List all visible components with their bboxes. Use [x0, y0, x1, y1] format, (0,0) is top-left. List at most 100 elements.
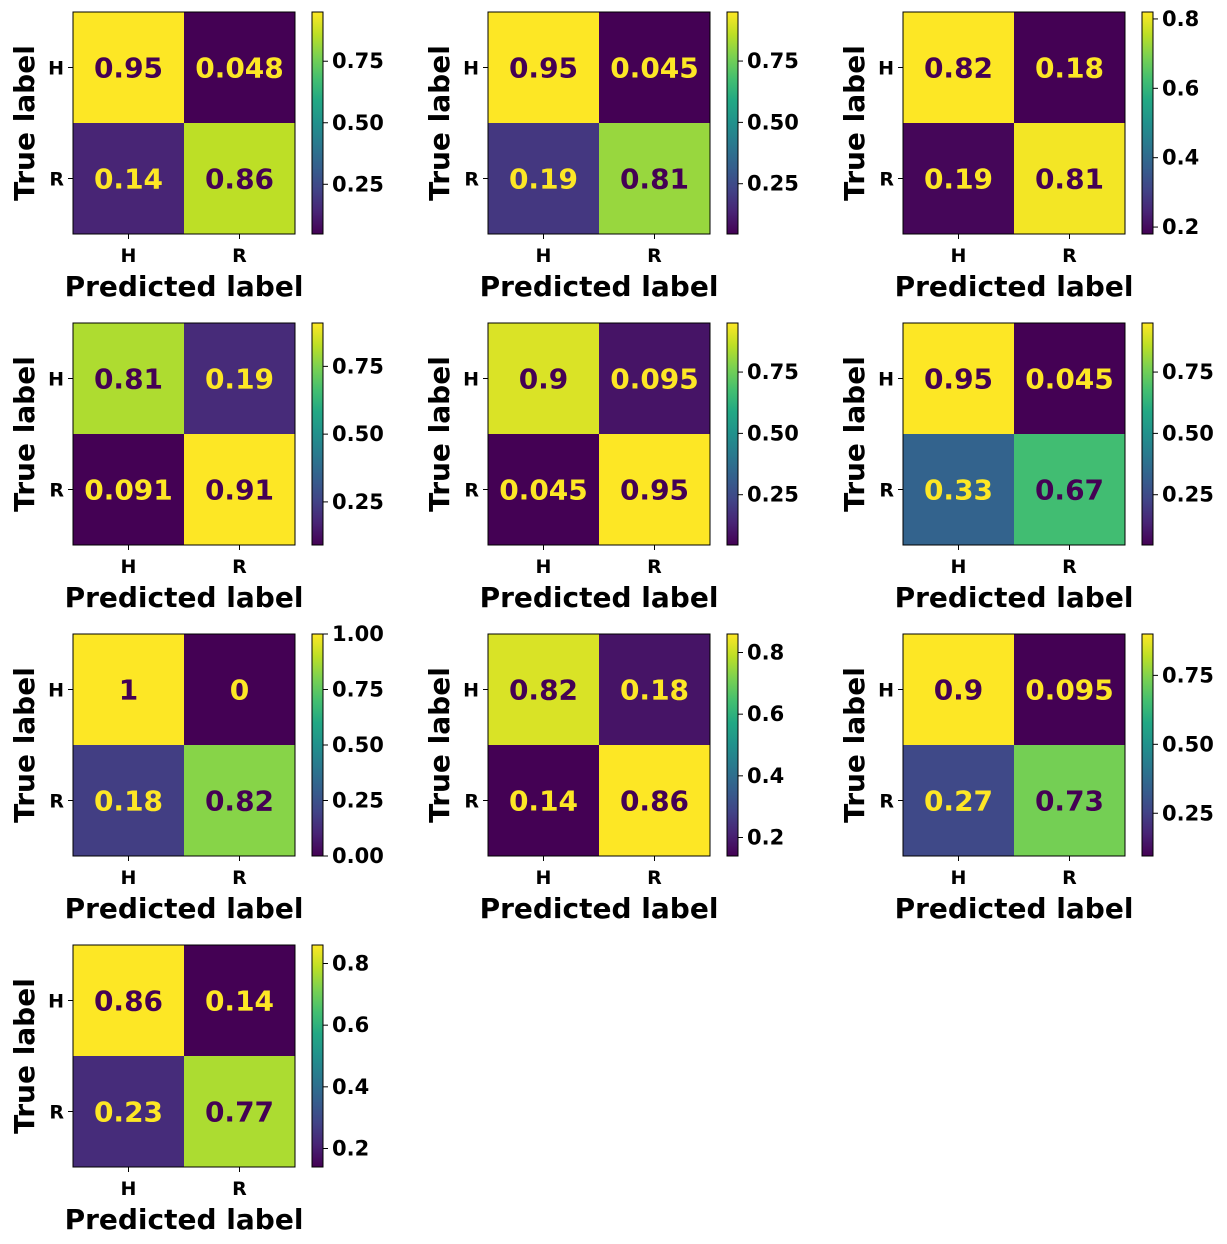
matrix-cell	[73, 945, 184, 1056]
matrix-cell	[184, 123, 295, 234]
cell-value-label: 0.18	[620, 674, 689, 707]
matrix-cell	[184, 323, 295, 434]
colorbar-tick-label: 0.8	[1162, 7, 1199, 31]
matrix-cell	[184, 1056, 295, 1167]
matrix-cell	[488, 745, 599, 856]
matrix-frame	[72, 11, 296, 235]
y-tick-label: R	[49, 169, 64, 191]
matrix-cell	[599, 745, 710, 856]
cell-value-label: 0.91	[205, 474, 274, 507]
cell-value-label: 0.95	[94, 52, 163, 85]
x-tick-label: H	[121, 556, 137, 578]
cell-value-label: 0.23	[94, 1096, 163, 1129]
matrix-cell	[488, 323, 599, 434]
x-tick-label: R	[1062, 867, 1077, 889]
x-tick-label: H	[951, 245, 967, 267]
y-tick-label: H	[463, 58, 479, 80]
cell-value-label: 0.95	[924, 363, 993, 396]
matrix-cell	[599, 12, 710, 123]
cell-value-label: 0.82	[509, 674, 578, 707]
matrix-cell	[488, 12, 599, 123]
x-tick-label: H	[951, 867, 967, 889]
y-axis-title: True label	[838, 667, 871, 823]
colorbar-tick-label: 0.00	[332, 844, 384, 868]
x-tick-label: R	[232, 867, 247, 889]
matrix-cell	[903, 634, 1014, 745]
cell-value-label: 0.14	[205, 985, 274, 1018]
matrix-cell	[488, 434, 599, 545]
matrix-cell	[73, 634, 184, 745]
cell-value-label: 0.81	[94, 363, 163, 396]
matrix-cell	[488, 634, 599, 745]
matrix-cell	[903, 123, 1014, 234]
cell-value-label: 0.18	[94, 785, 163, 818]
cell-value-label: 0.19	[924, 163, 993, 196]
matrix-frame	[72, 633, 296, 857]
colorbar-tick-label: 0.25	[332, 490, 384, 514]
matrix-cell	[903, 12, 1014, 123]
confusion-matrix-3: 0.82 0.18 0.19 0.81 H R H R Predicted label True …	[838, 7, 1199, 303]
x-tick-label: R	[647, 867, 662, 889]
colorbar-tick-label: 0.25	[747, 483, 799, 507]
cell-value-label: 0.77	[205, 1096, 274, 1129]
confusion-matrix-2: 0.95 0.045 0.19 0.81 H R H R Predicted label True…	[423, 11, 799, 303]
y-tick-label: R	[464, 791, 479, 813]
matrix-cell	[1014, 634, 1125, 745]
y-tick-label: R	[879, 480, 894, 502]
matrix-cell	[1014, 12, 1125, 123]
y-tick-label: R	[464, 480, 479, 502]
x-axis-title: Predicted label	[480, 270, 719, 303]
confusion-matrix-4: 0.81 0.19 0.091 0.91 H R H R Predicted label True…	[8, 322, 384, 614]
y-axis-title: True label	[838, 45, 871, 201]
colorbar	[1141, 322, 1154, 546]
cell-value-label: 0.33	[924, 474, 993, 507]
cell-value-label: 0.048	[195, 52, 284, 85]
matrix-cell	[903, 323, 1014, 434]
cell-value-label: 0.095	[610, 363, 699, 396]
x-tick-label: H	[951, 556, 967, 578]
y-tick-label: H	[463, 680, 479, 702]
matrix-cell	[73, 745, 184, 856]
cell-value-label: 0.045	[610, 52, 699, 85]
confusion-matrix-9: 0.9 0.095 0.27 0.73 H R H R Predicted label True …	[838, 633, 1214, 925]
colorbar-tick-label: 0.75	[332, 354, 384, 378]
matrix-cell	[184, 745, 295, 856]
y-tick-label: H	[48, 991, 64, 1013]
matrix-cell	[184, 12, 295, 123]
y-tick-label: H	[878, 369, 894, 391]
x-tick-label: R	[232, 556, 247, 578]
colorbar	[1141, 633, 1154, 857]
colorbar	[311, 322, 324, 546]
x-tick-label: R	[232, 1178, 247, 1200]
matrix-cell	[599, 634, 710, 745]
matrix-cell	[73, 323, 184, 434]
matrix-frame	[902, 633, 1126, 857]
cell-value-label: 0.82	[205, 785, 274, 818]
y-axis-title: True label	[423, 667, 456, 823]
cell-value-label: 0.86	[205, 163, 274, 196]
colorbar-tick-label: 0.50	[332, 733, 384, 757]
colorbar	[1141, 11, 1154, 235]
cell-value-label: 0.045	[1025, 363, 1114, 396]
colorbar-tick-label: 0.4	[747, 764, 784, 788]
x-tick-label: H	[536, 556, 552, 578]
matrix-frame	[902, 322, 1126, 546]
colorbar-tick-label: 1.00	[332, 622, 384, 646]
colorbar	[726, 633, 739, 857]
colorbar-tick-label: 0.50	[747, 110, 799, 134]
cell-value-label: 0.091	[84, 474, 173, 507]
colorbar-tick-label: 0.6	[1162, 76, 1199, 100]
colorbar-tick-label: 0.75	[747, 360, 799, 384]
matrix-frame	[487, 11, 711, 235]
y-tick-label: R	[879, 169, 894, 191]
colorbar-tick-label: 0.50	[1162, 421, 1214, 445]
x-tick-label: R	[647, 245, 662, 267]
colorbar-tick-label: 0.50	[1162, 732, 1214, 756]
colorbar	[726, 11, 739, 235]
y-tick-label: R	[49, 480, 64, 502]
x-tick-label: H	[121, 245, 137, 267]
cell-value-label: 1	[119, 674, 138, 707]
cell-value-label: 0.19	[509, 163, 578, 196]
y-tick-label: H	[878, 680, 894, 702]
cell-value-label: 0.82	[924, 52, 993, 85]
